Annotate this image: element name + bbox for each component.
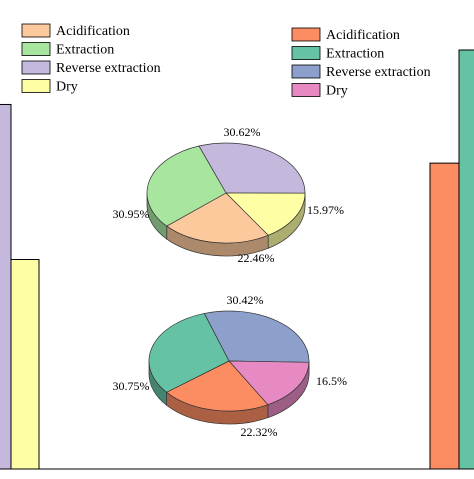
pie-chart-bottom: 22.32% 30.75% 30.42% 16.5%: [113, 293, 348, 439]
left-bar-1: [0, 104, 11, 469]
left-bar-2: [11, 260, 39, 470]
right-legend-swatch-dry: [292, 84, 320, 97]
right-legend-label-acidification: Acidification: [326, 28, 400, 43]
right-legend-swatch-acidification: [292, 28, 320, 41]
left-legend-label-acidification: Acidification: [56, 24, 130, 39]
pie-bottom-label-extraction: 30.75%: [113, 379, 150, 393]
pie-top-label-acidification: 22.46%: [238, 251, 275, 265]
right-legend-label-dry: Dry: [326, 84, 348, 99]
left-legend-label-dry: Dry: [56, 80, 78, 95]
pie-top-label-reverse-extraction: 30.62%: [224, 125, 261, 139]
pie-bottom-label-acidification: 22.32%: [241, 425, 278, 439]
left-legend-swatch-reverse-extraction: [22, 61, 50, 74]
legend-right: Acidification Extraction Reverse extractio…: [292, 28, 431, 99]
right-legend-swatch-extraction: [292, 47, 320, 60]
right-legend-label-extraction: Extraction: [326, 47, 384, 62]
right-legend-label-reverse-extraction: Reverse extraction: [326, 65, 431, 80]
right-legend-swatch-reverse-extraction: [292, 65, 320, 78]
right-bar-chart: [430, 50, 474, 469]
legend-left: Acidification Extraction Reverse extractio…: [22, 24, 161, 95]
left-bar-chart: [0, 104, 39, 469]
pie-top-label-dry: 15.97%: [307, 203, 344, 217]
right-bar-1: [430, 163, 459, 469]
left-legend-swatch-dry: [22, 80, 50, 93]
left-legend-swatch-extraction: [22, 43, 50, 56]
left-legend-swatch-acidification: [22, 24, 50, 37]
pie-chart-top: 22.46% 30.95% 30.62% 15.97%: [113, 125, 345, 265]
pie-bottom-label-dry: 16.5%: [316, 374, 347, 388]
right-bar-2: [459, 50, 474, 469]
pie-top-label-extraction: 30.95%: [113, 207, 150, 221]
left-legend-label-extraction: Extraction: [56, 43, 114, 58]
left-legend-label-reverse-extraction: Reverse extraction: [56, 61, 161, 76]
pie-bottom-label-reverse-extraction: 30.42%: [227, 293, 264, 307]
